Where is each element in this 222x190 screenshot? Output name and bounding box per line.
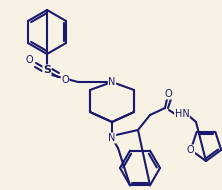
Text: S: S	[43, 65, 51, 75]
Text: O: O	[187, 145, 195, 155]
Text: O: O	[61, 75, 69, 85]
Text: O: O	[164, 89, 172, 99]
Text: N: N	[108, 133, 116, 143]
Text: O: O	[25, 55, 33, 65]
Text: N: N	[108, 77, 116, 87]
Text: HN: HN	[175, 109, 189, 119]
